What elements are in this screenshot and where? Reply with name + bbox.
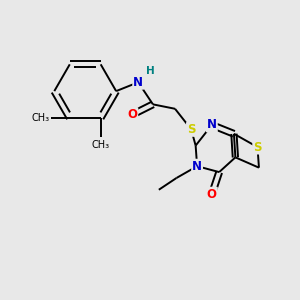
Text: N: N — [133, 76, 143, 89]
Text: CH₃: CH₃ — [92, 140, 110, 150]
Text: N: N — [192, 160, 202, 173]
Text: S: S — [253, 141, 262, 154]
Text: H: H — [146, 66, 155, 76]
Text: S: S — [187, 123, 196, 136]
Text: CH₃: CH₃ — [31, 113, 49, 123]
Text: O: O — [207, 188, 217, 201]
Text: O: O — [127, 108, 137, 121]
Text: N: N — [207, 118, 217, 131]
